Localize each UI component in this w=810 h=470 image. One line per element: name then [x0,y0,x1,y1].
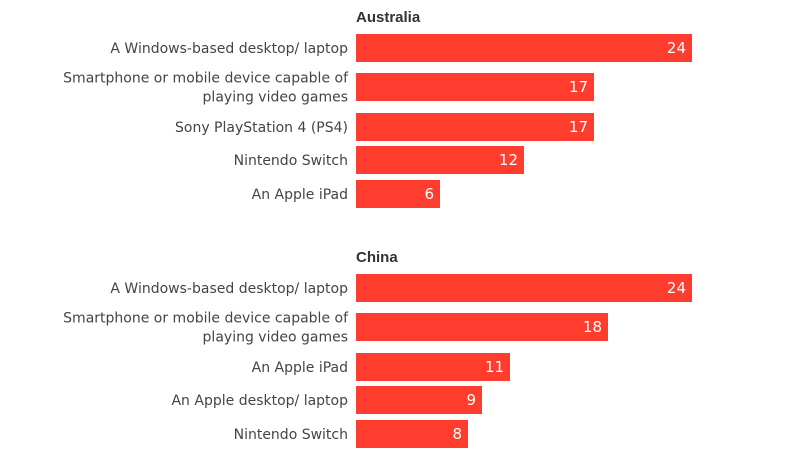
bar [356,146,524,174]
value-label: 11 [485,358,504,376]
bar [356,113,594,141]
value-label: 12 [499,151,518,169]
bar [356,353,510,381]
value-label: 17 [569,118,588,136]
bar [356,274,692,302]
bar [356,180,440,208]
value-label: 18 [583,318,602,336]
bar [356,313,608,341]
bar [356,420,468,448]
category-label: A Windows-based desktop/ laptop [110,41,348,57]
category-label: Nintendo Switch [234,427,348,443]
category-label: A Windows-based desktop/ laptop [110,281,348,297]
category-label: An Apple iPad [252,187,348,203]
value-label: 17 [569,78,588,96]
category-label: Smartphone or mobile device capable of pl… [63,311,349,346]
value-label: 9 [466,391,476,409]
bar [356,73,594,101]
category-label: An Apple desktop/ laptop [171,393,348,409]
bar [356,386,482,414]
category-label: Nintendo Switch [234,153,348,169]
value-label: 24 [667,39,686,57]
category-label: Smartphone or mobile device capable of pl… [63,71,349,106]
category-label: An Apple iPad [252,360,348,376]
value-label: 6 [424,185,434,203]
panel-title: China [356,249,398,266]
value-label: 8 [452,425,462,443]
value-label: 24 [667,279,686,297]
panel-title: Australia [356,9,421,26]
bar [356,34,692,62]
category-label: Sony PlayStation 4 (PS4) [175,120,348,136]
